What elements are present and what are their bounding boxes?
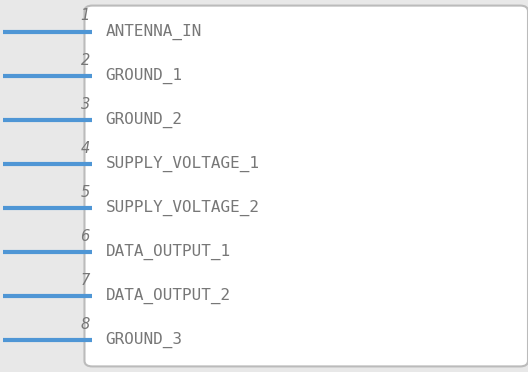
Text: 3: 3: [80, 97, 90, 112]
Text: 2: 2: [80, 52, 90, 68]
Text: 5: 5: [80, 185, 90, 200]
Text: GROUND_2: GROUND_2: [106, 112, 183, 128]
Text: DATA_OUTPUT_2: DATA_OUTPUT_2: [106, 288, 231, 304]
Text: 1: 1: [80, 9, 90, 23]
Text: SUPPLY_VOLTAGE_2: SUPPLY_VOLTAGE_2: [106, 200, 260, 216]
FancyBboxPatch shape: [84, 6, 528, 366]
Text: GROUND_3: GROUND_3: [106, 332, 183, 349]
Text: ANTENNA_IN: ANTENNA_IN: [106, 23, 202, 40]
Text: GROUND_1: GROUND_1: [106, 68, 183, 84]
Text: 4: 4: [80, 141, 90, 156]
Text: DATA_OUTPUT_1: DATA_OUTPUT_1: [106, 244, 231, 260]
Text: 6: 6: [80, 229, 90, 244]
Text: 8: 8: [80, 317, 90, 332]
Text: 7: 7: [80, 273, 90, 288]
Text: SUPPLY_VOLTAGE_1: SUPPLY_VOLTAGE_1: [106, 156, 260, 172]
